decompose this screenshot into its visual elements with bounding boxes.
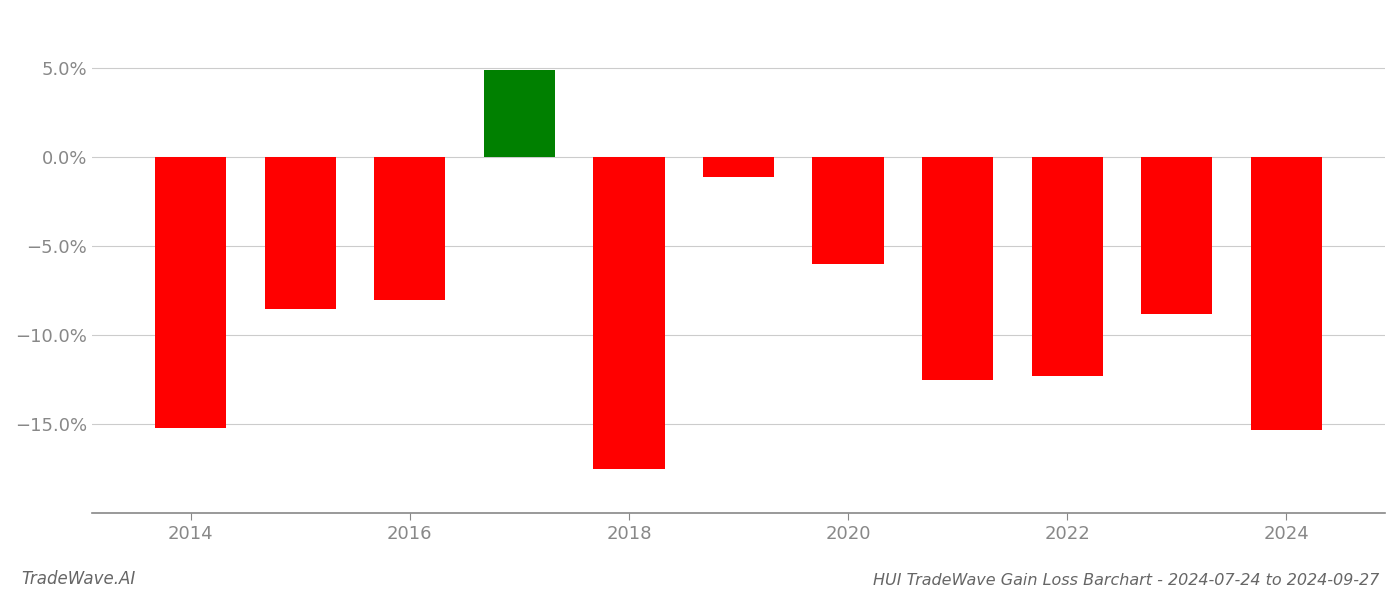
Text: HUI TradeWave Gain Loss Barchart - 2024-07-24 to 2024-09-27: HUI TradeWave Gain Loss Barchart - 2024-… bbox=[872, 573, 1379, 588]
Bar bbox=[703, 157, 774, 177]
Bar bbox=[812, 157, 883, 264]
Bar bbox=[923, 157, 993, 380]
Bar bbox=[484, 70, 554, 157]
Bar bbox=[1141, 157, 1212, 314]
Bar bbox=[155, 157, 227, 428]
Bar bbox=[1032, 157, 1103, 376]
Text: TradeWave.AI: TradeWave.AI bbox=[21, 570, 136, 588]
Bar bbox=[594, 157, 665, 469]
Bar bbox=[1250, 157, 1322, 430]
Bar bbox=[374, 157, 445, 299]
Bar bbox=[265, 157, 336, 308]
